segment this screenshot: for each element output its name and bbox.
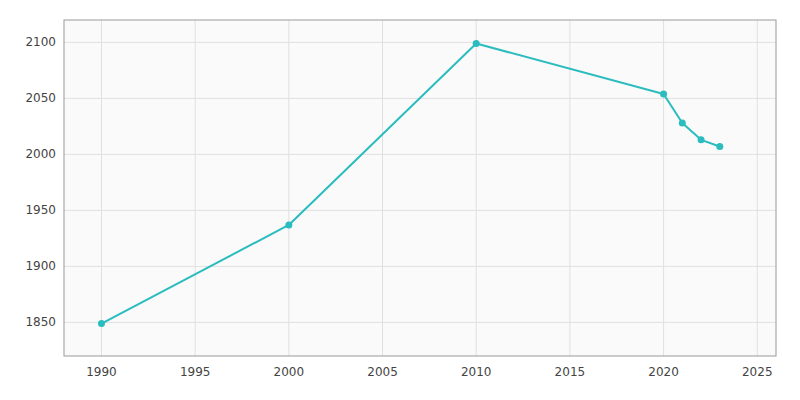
y-grid-line bbox=[64, 42, 776, 43]
point bbox=[98, 320, 105, 327]
chart-container: 1990 1995 2000 2005 2010 2015 2020 2025 1850 1900… bbox=[0, 0, 800, 400]
x-grid-line bbox=[195, 20, 196, 356]
point bbox=[660, 90, 667, 97]
point bbox=[716, 143, 723, 150]
plot-frame bbox=[64, 20, 776, 356]
x-tick-label: 2010 bbox=[461, 365, 492, 379]
x-tick-label: 2020 bbox=[648, 365, 679, 379]
y-grid-line bbox=[64, 266, 776, 267]
y-tick-label: 2000 bbox=[25, 147, 56, 161]
x-tick-label: 2000 bbox=[274, 365, 305, 379]
axes: 1990 1995 2000 2005 2010 2015 2020 2025 1850 1900… bbox=[25, 35, 772, 379]
x-grid-line bbox=[569, 20, 570, 356]
y-tick-label: 2100 bbox=[25, 35, 56, 49]
grid bbox=[64, 20, 776, 356]
point bbox=[285, 221, 292, 228]
x-grid-line bbox=[288, 20, 289, 356]
y-tick-label: 1950 bbox=[25, 203, 56, 217]
y-tick-label: 1900 bbox=[25, 259, 56, 273]
x-grid-line bbox=[757, 20, 758, 356]
x-tick-label: 2015 bbox=[555, 365, 586, 379]
x-tick-label: 2025 bbox=[742, 365, 773, 379]
x-tick-label: 2005 bbox=[367, 365, 398, 379]
x-grid-line bbox=[382, 20, 383, 356]
y-tick-label: 1850 bbox=[25, 315, 56, 329]
x-tick-label: 1995 bbox=[180, 365, 211, 379]
y-tick-label: 2050 bbox=[25, 91, 56, 105]
x-grid-line bbox=[476, 20, 477, 356]
point bbox=[473, 40, 480, 47]
x-grid-line bbox=[663, 20, 664, 356]
x-tick-label: 1990 bbox=[86, 365, 117, 379]
point bbox=[679, 120, 686, 127]
y-grid-line bbox=[64, 322, 776, 323]
x-grid-line bbox=[101, 20, 102, 356]
plot-background bbox=[64, 20, 776, 356]
line bbox=[101, 44, 719, 324]
series bbox=[98, 40, 723, 327]
point bbox=[698, 136, 705, 143]
y-grid-line bbox=[64, 210, 776, 211]
y-grid-line bbox=[64, 154, 776, 155]
chart: 1990 1995 2000 2005 2010 2015 2020 2025 1850 1900… bbox=[0, 0, 800, 400]
